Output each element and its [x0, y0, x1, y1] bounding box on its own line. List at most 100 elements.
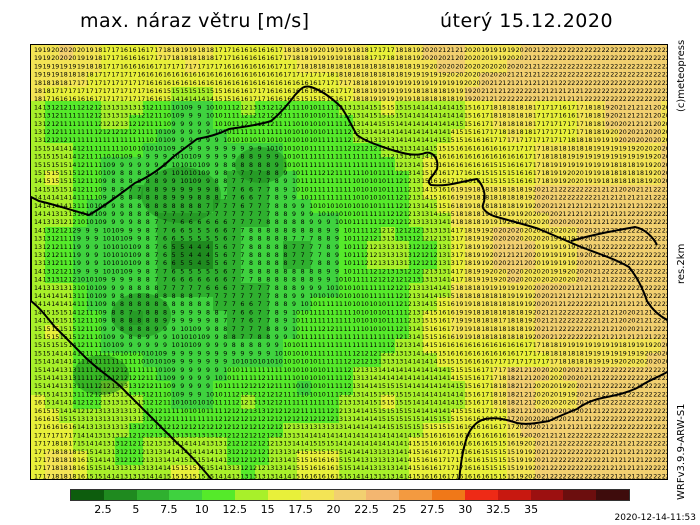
svg-text:15: 15	[404, 408, 412, 415]
svg-text:18: 18	[593, 129, 601, 136]
svg-text:18: 18	[559, 359, 567, 366]
svg-text:13: 13	[249, 408, 257, 415]
svg-text:20: 20	[524, 424, 532, 431]
svg-text:10: 10	[292, 359, 300, 366]
svg-text:11: 11	[326, 318, 334, 325]
svg-text:8: 8	[154, 211, 158, 218]
svg-text:22: 22	[662, 408, 668, 415]
svg-text:9: 9	[335, 244, 339, 251]
svg-text:12: 12	[404, 309, 412, 316]
svg-text:7: 7	[163, 285, 167, 292]
svg-text:11: 11	[369, 334, 377, 341]
svg-text:7: 7	[292, 244, 296, 251]
svg-text:9: 9	[301, 293, 305, 300]
svg-text:21: 21	[627, 121, 635, 128]
svg-text:18: 18	[455, 203, 463, 210]
svg-text:15: 15	[369, 113, 377, 120]
svg-text:15: 15	[51, 334, 59, 341]
svg-text:14: 14	[412, 170, 420, 177]
svg-text:12: 12	[232, 424, 240, 431]
svg-text:20: 20	[567, 375, 575, 382]
svg-text:9: 9	[292, 293, 296, 300]
svg-text:11: 11	[129, 367, 137, 374]
svg-text:11: 11	[326, 178, 334, 185]
svg-text:11: 11	[68, 244, 76, 251]
svg-text:8: 8	[137, 285, 141, 292]
svg-text:11: 11	[344, 154, 352, 161]
svg-text:18: 18	[412, 96, 420, 103]
svg-text:20: 20	[662, 162, 668, 169]
svg-text:6: 6	[223, 219, 227, 226]
svg-text:22: 22	[584, 301, 592, 308]
svg-text:14: 14	[387, 129, 395, 136]
svg-text:18: 18	[524, 113, 532, 120]
svg-text:16: 16	[438, 334, 446, 341]
svg-text:21: 21	[584, 408, 592, 415]
svg-text:14: 14	[438, 391, 446, 398]
svg-text:19: 19	[335, 47, 343, 54]
svg-text:7: 7	[154, 244, 158, 251]
svg-text:9: 9	[197, 113, 201, 120]
svg-text:11: 11	[60, 129, 68, 136]
svg-text:16: 16	[473, 400, 481, 407]
svg-text:21: 21	[645, 309, 653, 316]
svg-text:14: 14	[404, 121, 412, 128]
svg-text:21: 21	[610, 301, 618, 308]
svg-text:20: 20	[567, 383, 575, 390]
svg-text:7: 7	[258, 178, 262, 185]
svg-text:11: 11	[301, 334, 309, 341]
svg-text:20: 20	[559, 219, 567, 226]
svg-text:22: 22	[602, 260, 610, 267]
svg-text:9: 9	[206, 318, 210, 325]
svg-text:11: 11	[361, 285, 369, 292]
svg-text:10: 10	[111, 236, 119, 243]
svg-text:15: 15	[68, 170, 76, 177]
svg-text:9: 9	[309, 219, 313, 226]
svg-text:20: 20	[60, 55, 68, 62]
svg-text:9: 9	[172, 137, 176, 144]
svg-text:11: 11	[361, 154, 369, 161]
svg-text:13: 13	[43, 260, 51, 267]
svg-text:9: 9	[94, 260, 98, 267]
svg-text:17: 17	[533, 359, 541, 366]
svg-text:16: 16	[438, 318, 446, 325]
svg-text:18: 18	[464, 277, 472, 284]
svg-text:12: 12	[86, 113, 94, 120]
svg-text:13: 13	[387, 236, 395, 243]
svg-text:20: 20	[645, 350, 653, 357]
svg-text:22: 22	[619, 375, 627, 382]
svg-text:7: 7	[240, 219, 244, 226]
svg-text:14: 14	[60, 195, 68, 202]
svg-text:15: 15	[180, 88, 188, 95]
svg-text:10: 10	[361, 309, 369, 316]
svg-text:14: 14	[421, 408, 429, 415]
svg-text:12: 12	[395, 195, 403, 202]
svg-text:9: 9	[189, 195, 193, 202]
svg-text:15: 15	[387, 391, 395, 398]
svg-text:10: 10	[215, 121, 223, 128]
svg-text:8: 8	[146, 277, 150, 284]
wind-field-layer	[31, 45, 667, 479]
svg-text:14: 14	[43, 301, 51, 308]
svg-text:18: 18	[34, 80, 42, 87]
svg-text:20: 20	[653, 359, 661, 366]
svg-text:16: 16	[524, 170, 532, 177]
svg-text:9: 9	[335, 268, 339, 275]
svg-text:19: 19	[593, 359, 601, 366]
svg-text:15: 15	[447, 416, 455, 423]
svg-text:11: 11	[335, 145, 343, 152]
svg-text:5: 5	[197, 236, 201, 243]
svg-text:11: 11	[86, 162, 94, 169]
svg-text:9: 9	[249, 350, 253, 357]
svg-text:18: 18	[395, 47, 403, 54]
svg-text:6: 6	[249, 186, 253, 193]
svg-text:13: 13	[60, 391, 68, 398]
svg-text:5: 5	[206, 260, 210, 267]
svg-text:20: 20	[662, 113, 668, 120]
svg-text:20: 20	[653, 170, 661, 177]
svg-text:14: 14	[421, 383, 429, 390]
svg-text:7: 7	[258, 318, 262, 325]
svg-text:10: 10	[318, 375, 326, 382]
svg-text:16: 16	[240, 80, 248, 87]
svg-text:15: 15	[51, 154, 59, 161]
